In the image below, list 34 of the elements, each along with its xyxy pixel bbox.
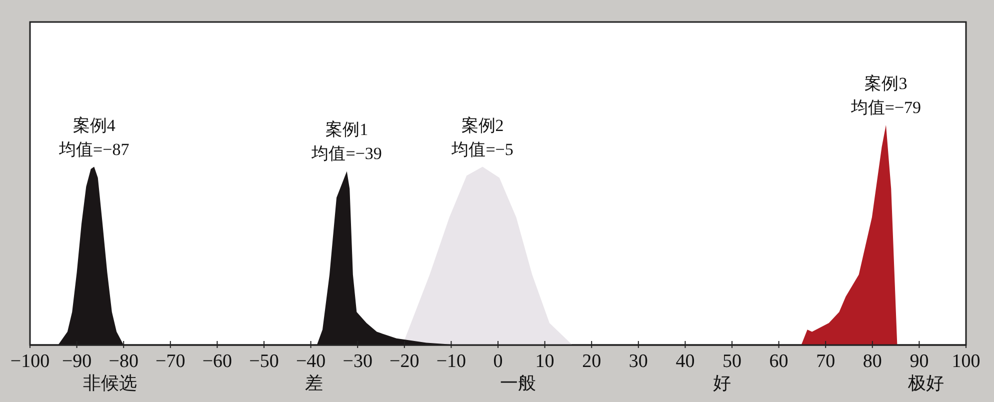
x-tick-label: −40 [296,351,326,372]
text: 案例1 [326,120,368,140]
x-tick-label: 60 [769,351,788,372]
x-tick-label: −70 [156,351,186,372]
annotation: 均值=−39 [310,144,382,164]
x-tick-label: −90 [62,351,92,372]
x-tick-label: 90 [910,351,929,372]
text: 一般 [500,373,536,393]
x-tick-label: 50 [722,351,742,372]
x-tick-label: −10 [436,351,466,372]
x-tick-label: 80 [862,351,882,372]
x-tick-label: 30 [628,351,648,372]
text: 案例4 [72,116,116,135]
text: 极好 [907,373,944,393]
text: 非候选 [83,373,137,393]
x-tick-label: 0 [493,351,503,372]
x-tick-label: −20 [390,351,420,372]
x-tick-label: 20 [582,351,602,372]
x-tick-label: 100 [952,351,980,372]
x-tick-label: −50 [249,351,279,372]
text: 案例3 [864,74,908,93]
annotation: 均值=−87 [58,140,130,159]
annotation: 均值=−5 [450,140,514,159]
x-tick-label: −80 [108,351,138,372]
x-tick-label: 10 [535,351,554,372]
text: 案例2 [461,116,504,135]
x-tick-label: −100 [10,351,50,372]
x-tick-label: 40 [676,351,695,372]
x-tick-label: −30 [342,351,372,372]
x-tick-label: −60 [202,351,232,372]
x-tick-label: 70 [816,351,836,372]
text: 差 [305,373,323,393]
text: 好 [713,373,731,393]
annotation: 均值=−79 [850,98,922,117]
